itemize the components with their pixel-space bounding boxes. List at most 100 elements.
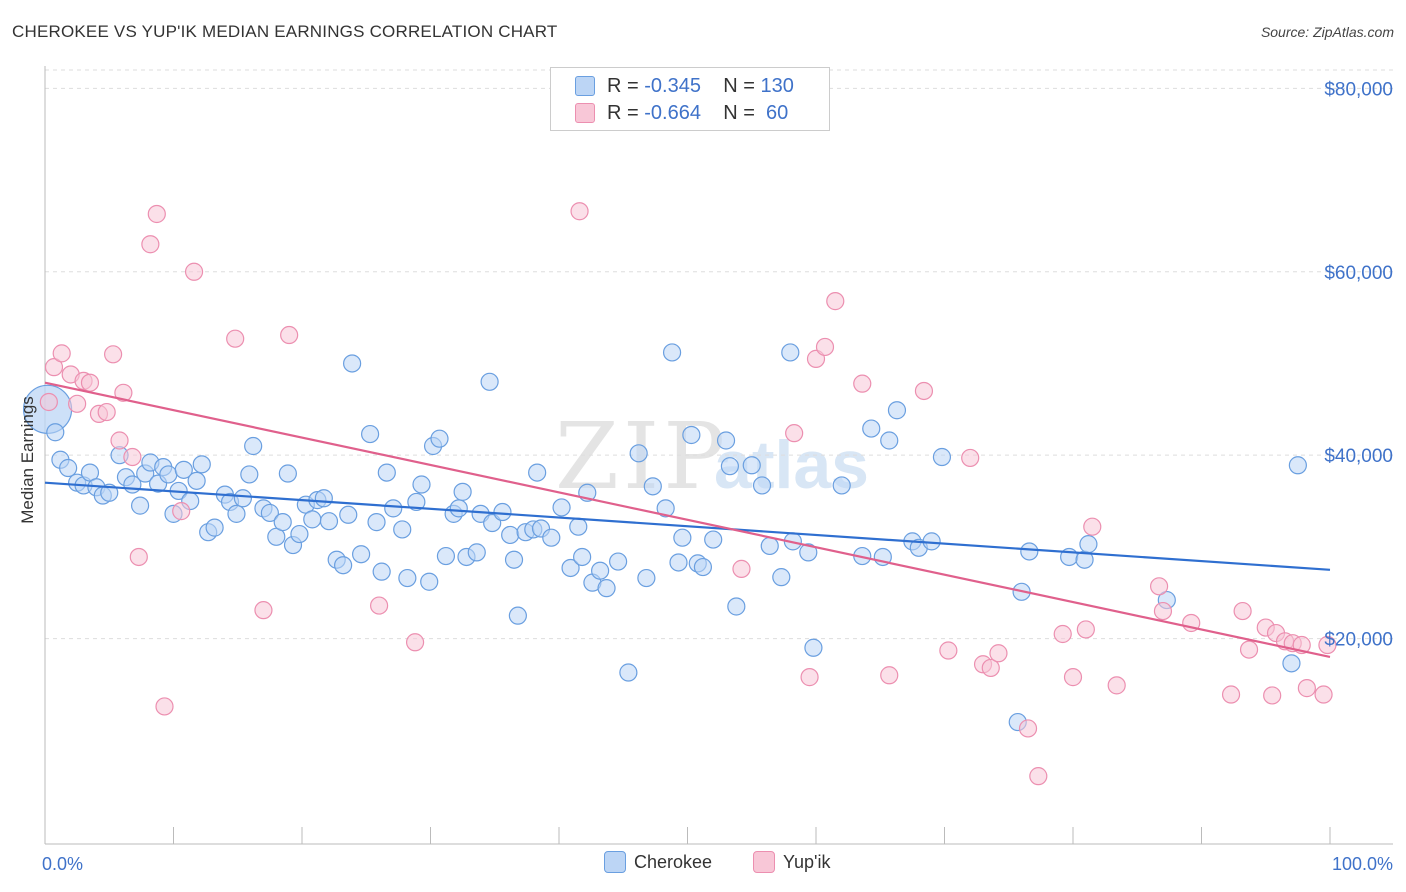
cherokee-trend-line [44,481,1331,571]
yupik-point [989,644,1008,663]
yupik-point [1076,620,1095,639]
cherokee-point [205,518,224,537]
cherokee-point [244,436,263,456]
yupik-point [826,292,845,311]
yupik-point [853,374,872,393]
chart-title: CHEROKEE VS YUP'IK MEDIAN EARNINGS CORRE… [12,22,558,41]
cherokee-point [682,425,701,445]
cherokee-point [420,572,439,591]
cherokee-point [240,465,259,484]
yupik-point [1318,635,1337,655]
yupik-point [184,262,204,281]
cherokee-point [174,460,193,479]
cherokee-point [1020,542,1039,561]
yupik-trend-line [44,381,1331,659]
legend-r-value: -0.345 [644,74,701,97]
yupik-point [785,424,804,443]
yupik-point [732,559,751,578]
cherokee-point [314,489,333,508]
cherokee-point [629,444,648,463]
cherokee-point [932,447,952,467]
bottom-legend-yupik: Yup'ik [753,851,830,873]
cherokee-point [100,483,119,502]
yupik-point [1153,601,1173,621]
cherokee-point [290,524,309,544]
cherokee-point [352,545,371,564]
cherokee-point [393,520,412,539]
cherokee-point [760,536,779,556]
cherokee-point [453,482,472,501]
yupik-point [815,337,835,357]
yupik-point [981,658,1000,678]
yupik-point [1029,767,1048,786]
cherokee-point [46,423,65,442]
cherokee-point [377,463,396,482]
cherokee-point [704,530,723,549]
legend-swatch-cherokee [575,76,595,96]
yupik-point [961,448,980,468]
cherokee-point [130,496,150,515]
cherokee-point [407,492,426,512]
yupik-point [123,447,142,467]
source-label: Source: ZipAtlas.com [1260,24,1394,40]
y-axis-label: Median Earnings [18,396,37,524]
yupik-point [141,235,160,254]
cherokee-point [480,372,499,391]
cherokee-point [561,558,580,578]
bottom-legend-swatch-yupik [753,851,775,873]
cherokee-point [781,343,800,362]
yupik-point [1263,686,1282,705]
cherokee-point [398,568,417,588]
yupik-point [226,329,245,348]
cherokee-point [597,579,616,598]
cherokee-point [233,489,252,508]
cherokee-point [880,431,899,450]
cherokee-point [504,550,524,569]
cherokee-point [436,546,456,566]
cherokee-point [467,543,486,562]
legend-n-value: 60 [760,101,789,124]
cherokee-point [673,528,692,547]
yupik-point [129,547,148,567]
legend-r-value: -0.664 [644,101,701,124]
y-tick-label: $20,000 [1324,630,1393,651]
cherokee-point [187,471,206,490]
watermark: ZIP atlas [555,403,869,510]
cherokee-point [727,597,746,616]
legend-n-value: 130 [760,74,794,97]
legend-swatch-yupik [575,103,595,123]
yupik-point [914,381,934,401]
cherokee-point [656,499,675,518]
legend-r-label: R = [607,74,645,97]
cherokee-point [752,476,772,495]
cherokee-point [384,499,403,518]
cherokee-point [552,498,571,517]
cherokee-point [573,547,592,567]
cherokee-point [159,465,178,484]
cherokee-point [528,463,547,482]
legend-r-label: R = [607,101,645,124]
cherokee-point [643,477,662,496]
yupik-point [1053,624,1072,644]
bottom-legend-cherokee: Cherokee [604,851,712,873]
cherokee-point [430,429,449,448]
y-tick-label: $40,000 [1324,446,1393,467]
yupik-point [104,345,123,364]
cherokee-point [772,568,791,587]
yupik-point [370,596,389,615]
bottom-legend-swatch-cherokee [604,851,626,873]
cherokee-point [192,455,211,474]
cherokee-point [367,513,386,532]
yupik-point [1083,517,1102,536]
cherokee-point [319,512,339,531]
cherokee-point [303,510,322,529]
yupik-point [800,668,819,687]
yupik-point [1063,668,1083,687]
yupik-point [1239,640,1259,659]
cherokee-point [669,553,688,572]
cherokee-point [591,561,610,580]
cherokee-point [339,505,358,524]
yupik-point [1221,685,1241,704]
yupik-point [39,392,58,412]
